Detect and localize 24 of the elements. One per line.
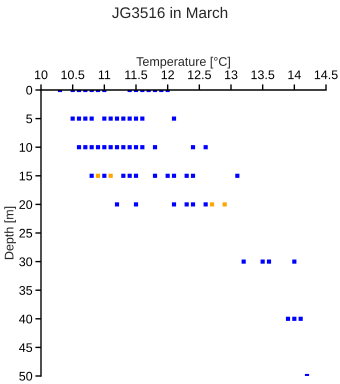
y-tick-label: 10 [20, 143, 32, 152]
y-tick-label: 50 [19, 372, 32, 381]
y-tick-label: 45 [19, 343, 32, 352]
x-tick-label: 11.5 [125, 70, 148, 80]
x-tick-label: 14 [288, 70, 301, 80]
x-tick-label: 11 [98, 70, 110, 80]
x-tick-label: 12 [162, 70, 174, 80]
y-tick-label: 0 [26, 86, 32, 95]
y-tick-label: 35 [19, 286, 32, 295]
x-tick-label: 14.5 [314, 70, 338, 80]
x-tick-label: 10 [35, 70, 48, 80]
x-tick-label: 10.5 [61, 70, 84, 80]
y-tick-label: 20 [19, 200, 32, 210]
y-tick-label: 15 [20, 172, 32, 180]
y-tick-label: 30 [19, 257, 32, 266]
y-axis-title: Depth [m] [4, 206, 16, 260]
y-tick-label: 25 [19, 228, 32, 238]
x-axis-title: Temperature [°C] [136, 56, 230, 68]
x-tick-label: 12.5 [188, 70, 211, 80]
y-tick-label: 5 [26, 114, 32, 124]
chart-title: JG3516 in March [112, 6, 228, 18]
x-tick-label: 13.5 [251, 70, 274, 80]
y-tick-label: 40 [19, 314, 32, 324]
x-tick-label: 13 [225, 70, 238, 80]
